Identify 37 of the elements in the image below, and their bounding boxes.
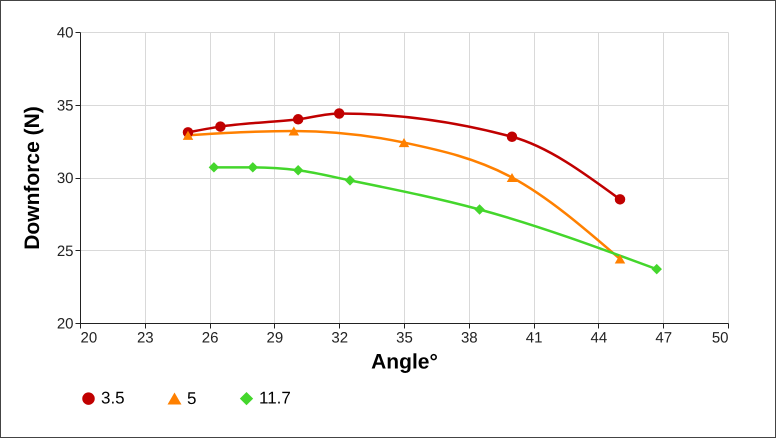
x-tick-label: 35 [396,330,413,346]
point [651,264,662,274]
legend-label: 5 [187,388,196,408]
y-tick-label: 40 [56,24,74,42]
x-tick-label: 29 [266,330,284,346]
x-tick-label: 26 [202,330,218,346]
point [292,114,304,125]
legend-label: 11.7 [259,388,291,408]
point [474,204,485,215]
point [215,121,226,132]
x-tick-label: 41 [526,330,542,346]
point [208,162,220,173]
x-tick-label: 38 [460,330,478,346]
y-tick-label: 35 [56,97,74,114]
point [182,130,194,140]
point [614,194,626,205]
x-tick-label: 50 [712,330,728,346]
y-axis-title: Downforce (N) [20,106,44,250]
point [506,172,518,182]
x-tick-label: 47 [655,330,672,346]
point [334,108,344,119]
y-tick-label: 30 [56,170,74,187]
point [614,254,626,264]
x-tick-label: 20 [80,330,98,346]
point [292,164,304,176]
point [248,162,258,173]
x-axis-title: Angle° [371,350,438,374]
point [288,126,300,136]
x-tick-label: 23 [136,330,154,346]
x-tick-label: 44 [590,330,608,346]
y-tick-label: 20 [56,316,74,332]
point [344,175,356,186]
y-tick-label: 25 [56,242,74,260]
point [506,132,518,142]
legend-label: 3.5 [101,388,125,408]
point [398,138,410,148]
x-tick-label: 32 [331,330,348,346]
